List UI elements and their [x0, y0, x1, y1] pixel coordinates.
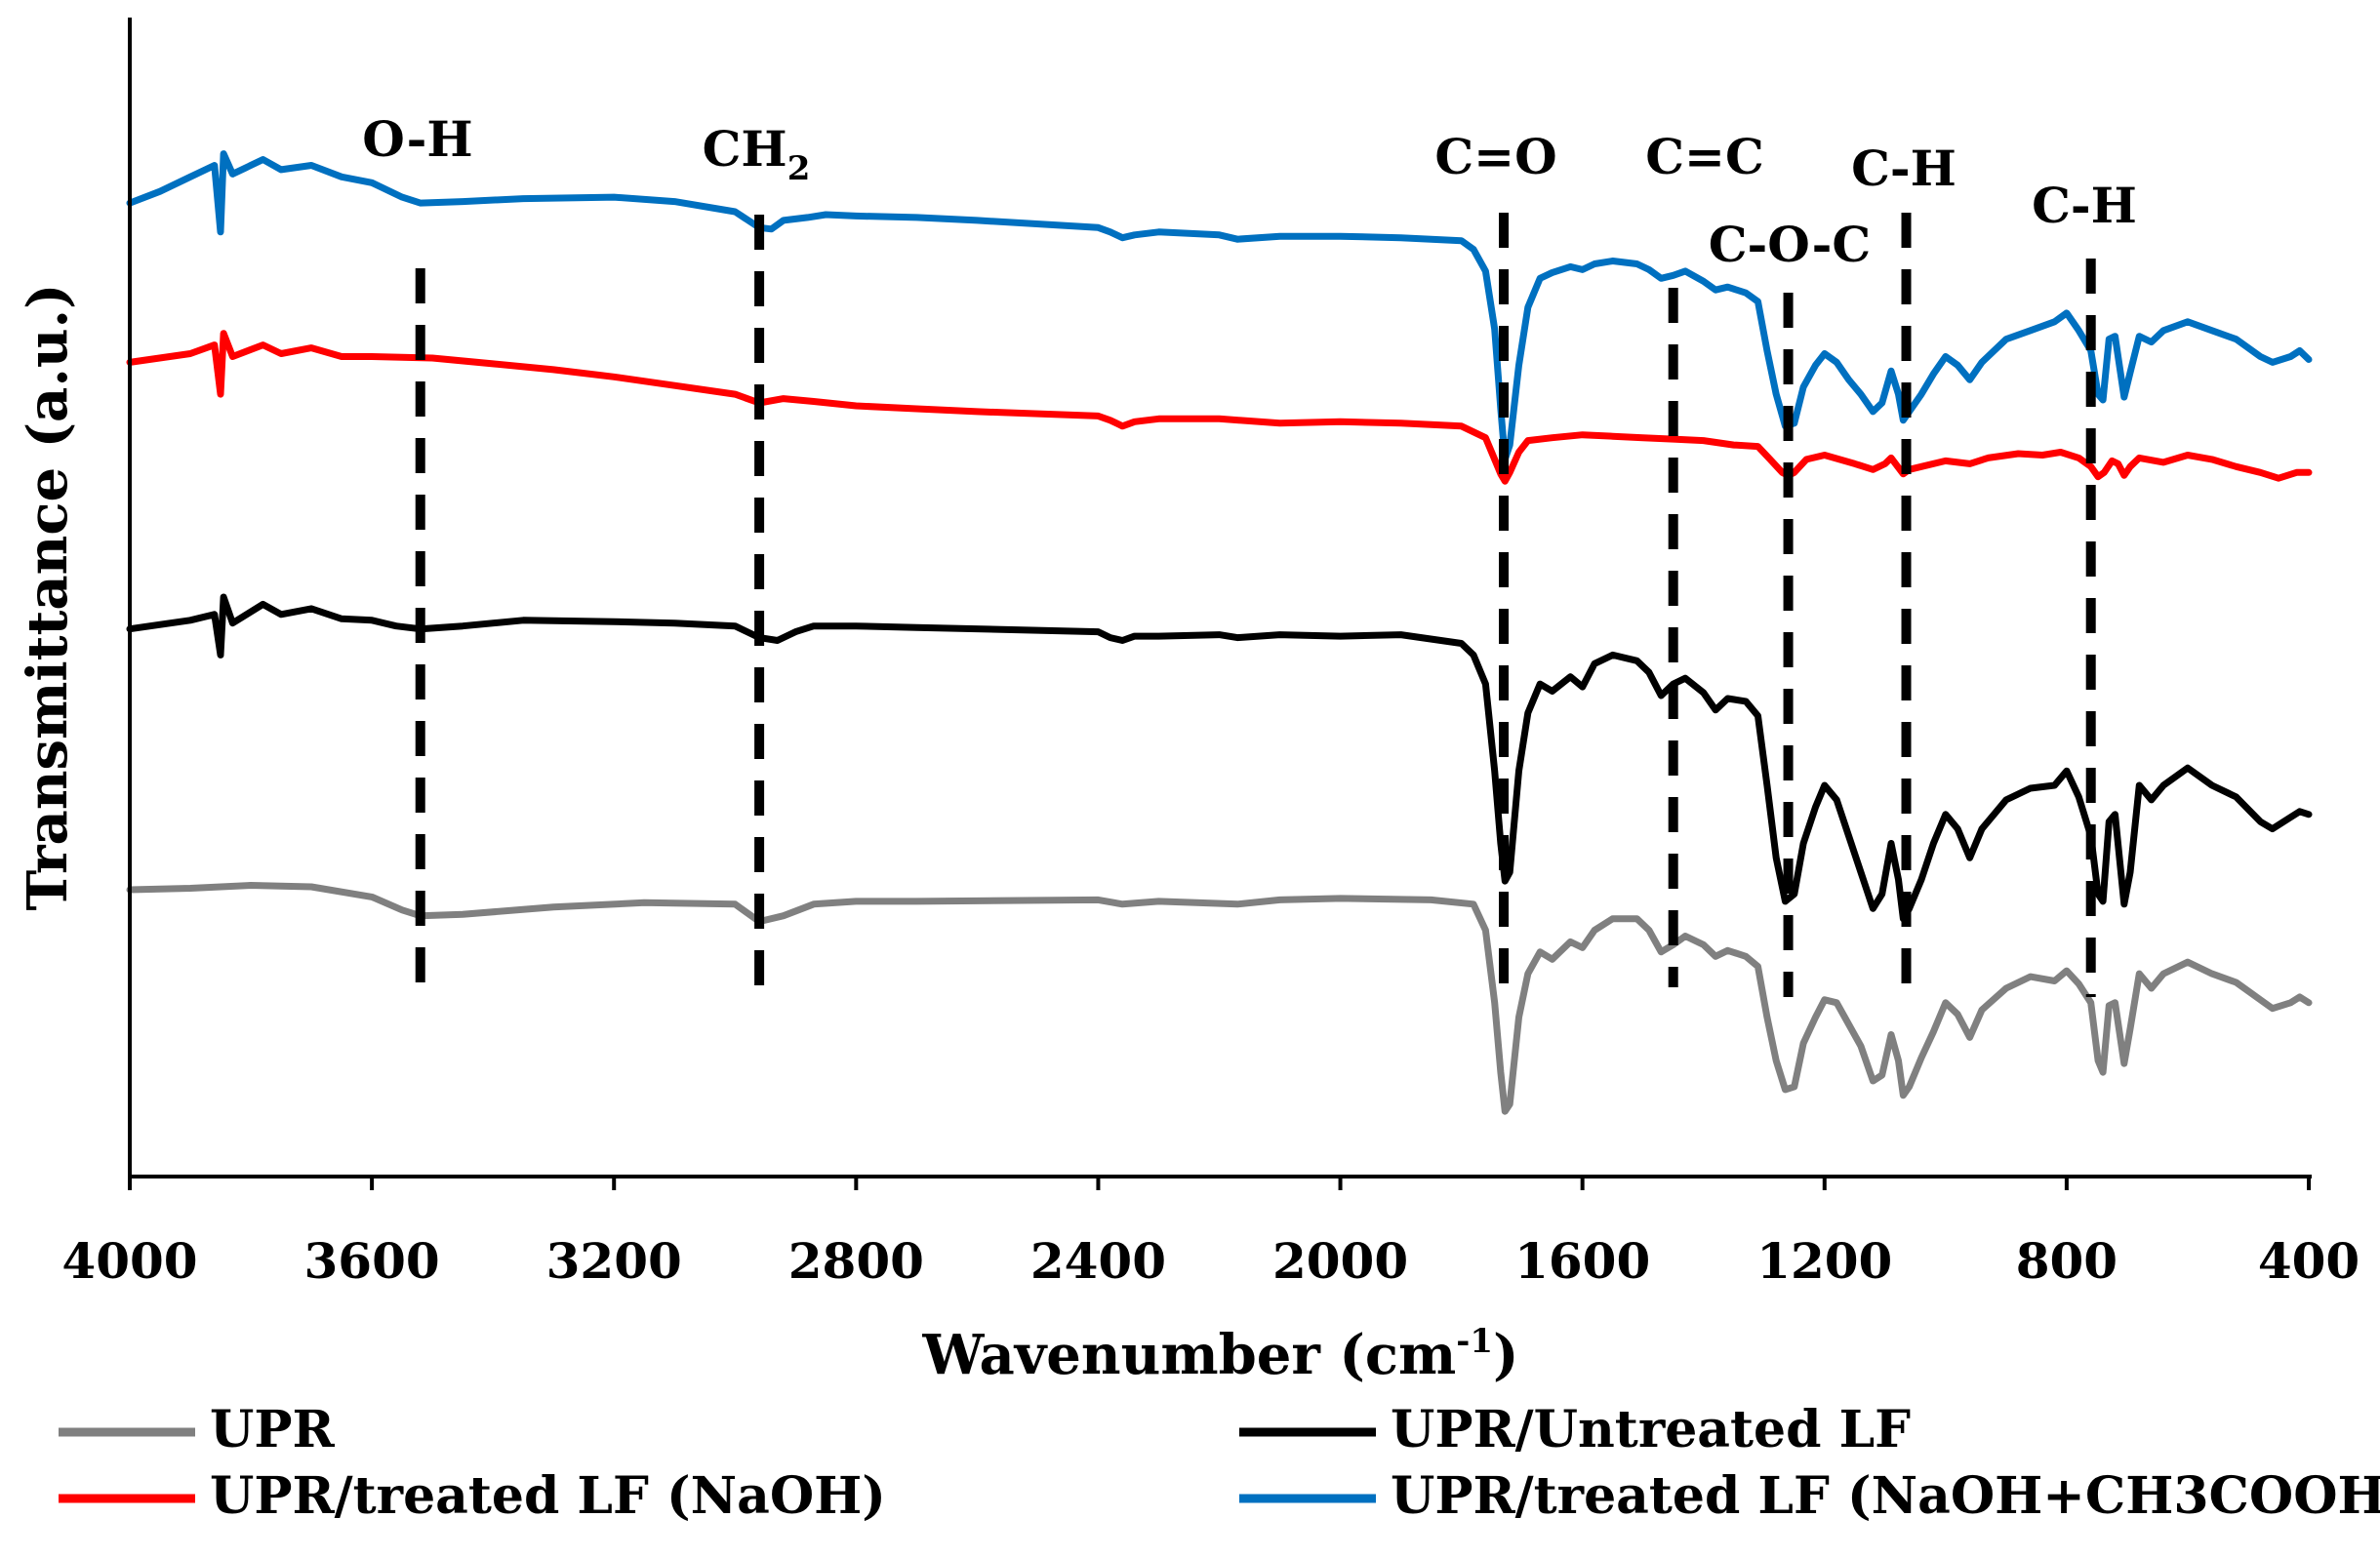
series-line-0: [126, 882, 2313, 1115]
x-tick-label-5: 2000: [1272, 1232, 1408, 1290]
x-tick-label-4: 2400: [1030, 1232, 1166, 1290]
annotation-label-2: C=O: [1434, 128, 1556, 185]
series-layer: [126, 150, 2313, 1115]
legend-label-3: UPR/treated LF (NaOH+CH3COOH): [1391, 1466, 2380, 1526]
y-axis-title: Transmittance (a.u.): [16, 283, 80, 910]
x-tick-label-1: 3600: [304, 1232, 440, 1290]
x-tick-label-8: 800: [2016, 1232, 2118, 1290]
legend: UPR UPR/Untreated LF UPR/treated LF (NaOH)…: [59, 1400, 2380, 1526]
series-line-2: [126, 330, 2313, 485]
x-tick-label-2: 3200: [546, 1232, 682, 1290]
annotation-layer: O-H CH2 C=O C=C C-O-C C-H C-H: [362, 110, 2137, 997]
x-tick-label-6: 1600: [1514, 1232, 1650, 1290]
x-tick-label-9: 400: [2258, 1232, 2360, 1290]
series-line-3: [126, 150, 2313, 463]
x-tick-label-3: 2800: [788, 1232, 924, 1290]
axis-layer: [128, 18, 2312, 1178]
legend-label-2: UPR/treated LF (NaOH): [210, 1466, 886, 1526]
x-tick-label-7: 1200: [1756, 1232, 1892, 1290]
x-tick-label-0: 4000: [61, 1232, 197, 1290]
series-line-1: [126, 593, 2313, 923]
tick-layer: 4000 3600 3200 2800 2400 2000 1600 1200 800 400: [61, 1177, 2360, 1290]
annotation-label-1: CH2: [703, 120, 811, 188]
legend-label-0: UPR: [210, 1400, 335, 1459]
annotation-label-5: C-H: [1851, 140, 1956, 197]
annotation-label-3: C=C: [1645, 128, 1763, 185]
annotation-label-0: O-H: [362, 110, 472, 168]
annotation-label-4: C-O-C: [1709, 216, 1871, 273]
annotation-label-6: C-H: [2032, 177, 2137, 234]
x-axis-title: Wavenumber (cm-1): [921, 1322, 1518, 1387]
legend-label-1: UPR/Untreated LF: [1391, 1400, 1911, 1459]
